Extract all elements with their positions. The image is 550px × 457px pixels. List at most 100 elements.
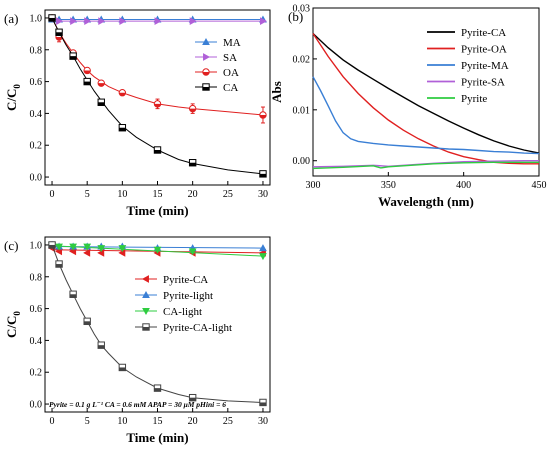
data-point	[56, 17, 64, 26]
legend-item: Pyrite-CA-light	[135, 322, 232, 334]
x-axis-label: Time (min)	[126, 203, 188, 218]
x-tick-label: 10	[117, 416, 127, 427]
data-point-fill	[119, 367, 126, 371]
data-point	[259, 398, 267, 407]
data-point-fill	[83, 321, 91, 325]
x-tick-label: 30	[258, 189, 268, 200]
chart-panel-1: 0 5 10 15 20 25 30 0.0 0.2 0.4 0.6 0.8 1.0 Time (min)…	[4, 9, 271, 218]
data-point	[259, 111, 267, 119]
data-point-fill	[154, 388, 161, 392]
data-point-fill	[259, 173, 267, 178]
legend-label: Pyrite-CA	[163, 274, 208, 286]
chart-panel-2: 300 350 400 450 0.00 0.01 0.02 0.03 Wavelength (…	[269, 4, 547, 210]
data-point-fill	[154, 150, 161, 154]
series-3	[312, 76, 540, 155]
y-tick-label: 0.6	[30, 77, 43, 88]
data-point-fill	[259, 402, 267, 406]
x-tick-label: 25	[223, 189, 233, 200]
legend-label: Pyrite-MA	[461, 60, 509, 72]
y-tick-label: 1.0	[30, 13, 43, 24]
data-point	[260, 17, 267, 26]
legend-marker	[141, 275, 149, 283]
data-point	[48, 241, 56, 249]
legend-item: CA	[195, 82, 238, 94]
legend-item: OA	[195, 67, 239, 79]
data-point-fill	[154, 103, 161, 108]
legend-label: CA	[223, 82, 238, 94]
y-axis-label: C/C0	[4, 84, 22, 111]
legend-marker-fill	[142, 327, 150, 331]
conditions-annotation: Pyrite = 0.1 g L⁻¹ CA = 0.6 mM APAP = 30…	[49, 400, 226, 409]
series-5	[312, 161, 539, 170]
legend-label: CA-light	[163, 306, 202, 318]
x-tick-label: 450	[532, 180, 547, 191]
data-point	[97, 245, 106, 253]
y-axis-label-main: C/C	[4, 89, 19, 111]
data-point-fill	[69, 294, 77, 298]
data-point	[55, 243, 63, 251]
legend-label: Pyrite-CA	[461, 27, 506, 39]
data-point-fill	[83, 70, 91, 74]
x-tick-label: 5	[85, 189, 90, 200]
data-point-fill	[119, 127, 126, 131]
y-tick-label: 0.02	[293, 54, 311, 65]
legend-marker	[142, 308, 150, 316]
panel-label: (b)	[288, 9, 303, 24]
data-point-fill	[119, 92, 126, 96]
data-point	[97, 98, 105, 106]
y-axis-label: C/C0	[4, 311, 22, 338]
legend-label: Pyrite-light	[163, 290, 213, 302]
data-point	[83, 317, 91, 326]
x-tick-label: 15	[153, 416, 163, 427]
data-point	[118, 124, 127, 132]
legend-label: Pyrite-SA	[461, 77, 505, 89]
x-tick-label: 0	[50, 189, 55, 200]
data-point	[188, 393, 197, 402]
y-tick-label: 0.00	[293, 156, 311, 167]
data-point	[48, 14, 56, 22]
x-tick-label: 400	[456, 180, 471, 191]
y-tick-label: 0.8	[30, 45, 43, 56]
data-point	[118, 245, 127, 253]
y-axis-label-main: Abs	[269, 81, 284, 103]
y-tick-label: 0.4	[30, 109, 43, 120]
legend-item: SA	[195, 52, 237, 64]
data-point	[55, 260, 63, 268]
legend: Pyrite-CA Pyrite-light CA-light Pyrite-CA-l…	[135, 274, 232, 334]
x-axis-label: Time (min)	[126, 430, 188, 445]
data-point	[83, 66, 91, 75]
legend-item: Pyrite-SA	[427, 77, 505, 89]
legend-item: MA	[195, 37, 241, 49]
data-point	[153, 384, 162, 392]
data-point	[118, 89, 127, 97]
panel-label: (a)	[4, 11, 18, 26]
y-tick-label: 0.03	[293, 4, 311, 15]
legend-item: Pyrite-CA	[427, 27, 506, 39]
x-tick-label: 5	[85, 416, 90, 427]
data-point	[188, 159, 197, 167]
data-point-fill	[55, 37, 63, 41]
y-tick-label: 0.4	[30, 336, 43, 347]
legend-item: Pyrite-OA	[427, 44, 507, 56]
x-tick-label: 25	[223, 416, 233, 427]
data-point	[98, 17, 106, 26]
legend: Pyrite-CA Pyrite-OA Pyrite-MA Pyrite-SA Pyri…	[427, 27, 509, 105]
y-tick-label: 0.8	[30, 272, 43, 283]
data-point	[259, 170, 267, 178]
legend-item: Pyrite	[427, 93, 487, 105]
data-point	[153, 246, 162, 254]
data-point-fill	[189, 108, 196, 112]
x-tick-label: 0	[50, 416, 55, 427]
data-point	[70, 17, 78, 26]
legend-marker-fill	[202, 72, 210, 76]
y-axis-label: Abs	[269, 81, 284, 103]
data-point	[69, 290, 77, 298]
data-point	[69, 52, 77, 60]
fit-line	[51, 244, 264, 403]
data-point	[153, 146, 162, 154]
legend-marker	[142, 290, 150, 298]
y-tick-label: 0.2	[30, 141, 43, 152]
data-point	[189, 17, 197, 26]
data-point	[119, 17, 127, 26]
